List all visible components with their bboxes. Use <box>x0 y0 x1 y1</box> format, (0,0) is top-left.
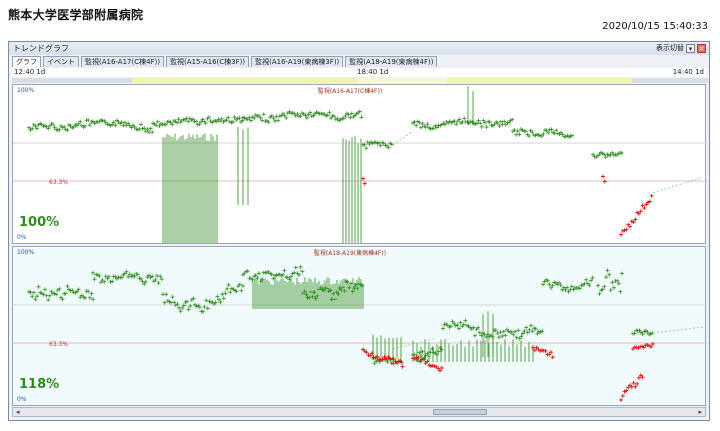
tab-monitor-1[interactable]: 監視(A16-A17(C棟4F)) <box>81 56 165 67</box>
current-datetime: 2020/10/15 15:40:33 <box>602 21 708 32</box>
current-value: 100% <box>19 215 59 230</box>
tab-event[interactable]: イベント <box>43 56 79 67</box>
tab-monitor-3[interactable]: 監視(A16-A19(東病棟3F)) <box>251 56 344 67</box>
tab-monitor-4[interactable]: 監視(A18-A19(東病棟4F)) <box>345 56 438 67</box>
hospital-name: 熊本大学医学部附属病院 <box>8 8 144 22</box>
tab-graph[interactable]: グラフ <box>12 56 41 67</box>
time-range-strip[interactable] <box>12 78 708 83</box>
time-mid-label: 18:40 1d <box>357 68 389 76</box>
alarm-series <box>361 342 655 402</box>
threshold-label: 63.3% <box>49 341 68 348</box>
scroll-left-icon[interactable]: ◂ <box>16 408 20 416</box>
trend-series <box>27 265 655 366</box>
display-switch-label[interactable]: 表示切替 <box>656 44 684 52</box>
trend-graph-window: トレンドグラフ 表示切替 ▾ ✕ グラフ イベント 監視(A16-A17(C棟4… <box>8 41 710 421</box>
trend-chart-1: 100% 63.3% 0% 監視(A16-A17(C棟4F)) 100% <box>13 86 707 243</box>
tab-monitor-2[interactable]: 監視(A15-A16(C棟3F)) <box>166 56 250 67</box>
trend-series <box>27 86 624 243</box>
trend-chart-2: 100% 63.3% 0% 監視(A18-A19(東病棟4F)) 118% <box>13 249 707 403</box>
time-axis: 12:40 1d 18:40 1d 14:40 1d <box>12 68 706 77</box>
close-icon[interactable]: ✕ <box>697 43 706 53</box>
time-start-label: 12:40 1d <box>14 68 46 76</box>
tab-bar: グラフ イベント 監視(A16-A17(C棟4F)) 監視(A15-A16(C棟… <box>12 56 706 67</box>
panel-title: 監視(A18-A19(東病棟4F)) <box>314 249 386 257</box>
alarm-series <box>361 174 654 237</box>
threshold-label: 63.3% <box>49 179 68 186</box>
window-titlebar[interactable]: トレンドグラフ 表示切替 ▾ ✕ <box>9 42 709 55</box>
trend-panel-2[interactable]: 100% 63.3% 0% 監視(A18-A19(東病棟4F)) 118% <box>12 246 707 406</box>
scroll-thumb[interactable] <box>433 409 487 415</box>
y-top-label: 100% <box>17 87 34 94</box>
scroll-right-icon[interactable]: ▸ <box>698 408 702 416</box>
current-value: 118% <box>19 377 59 392</box>
y-bottom-label: 0% <box>17 234 27 241</box>
trend-panel-1[interactable]: 100% 63.3% 0% 監視(A16-A17(C棟4F)) 100% <box>12 84 707 244</box>
dropdown-icon[interactable]: ▾ <box>686 43 695 53</box>
window-title: トレンドグラフ <box>13 44 69 53</box>
panel-title: 監視(A16-A17(C棟4F)) <box>318 87 382 95</box>
y-top-label: 100% <box>17 249 34 256</box>
horizontal-scrollbar[interactable]: ◂ ▸ <box>12 407 706 417</box>
time-end-label: 14:40 1d <box>672 68 704 76</box>
y-bottom-label: 0% <box>17 396 27 403</box>
